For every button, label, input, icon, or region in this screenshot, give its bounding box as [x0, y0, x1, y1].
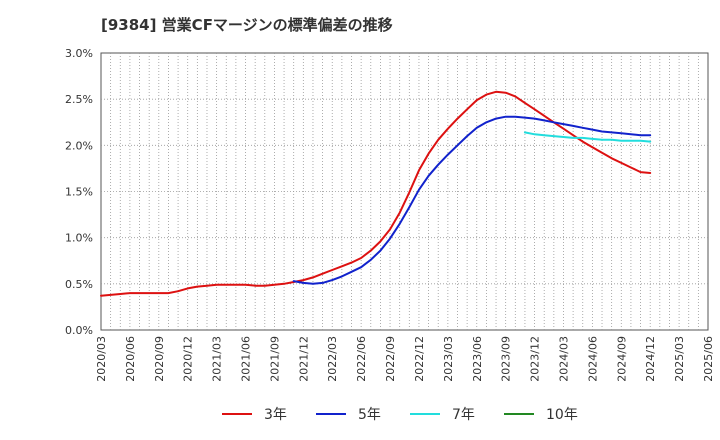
x-tick-label: 2023/12 — [529, 336, 542, 382]
x-tick-label: 2024/06 — [586, 336, 599, 382]
x-tick-label: 2025/06 — [702, 336, 715, 382]
x-tick-label: 2023/06 — [471, 336, 484, 382]
y-tick-label: 2.5% — [65, 93, 93, 106]
x-tick-label: 2020/03 — [95, 336, 108, 382]
x-tick-label: 2020/12 — [182, 336, 195, 382]
x-tick-label: 2021/03 — [211, 336, 224, 382]
x-tick-label: 2022/12 — [413, 336, 426, 382]
y-tick-label: 0.0% — [65, 324, 93, 337]
x-tick-label: 2022/06 — [355, 336, 368, 382]
legend-label: 3年 — [264, 407, 287, 423]
x-tick-label: 2021/06 — [240, 336, 253, 382]
x-tick-label: 2024/03 — [557, 336, 570, 382]
x-tick-label: 2024/09 — [615, 336, 628, 382]
legend-label: 7年 — [452, 407, 475, 423]
x-tick-label: 2020/06 — [124, 336, 137, 382]
x-tick-label: 2023/09 — [500, 336, 513, 382]
x-tick-label: 2024/12 — [644, 336, 657, 382]
y-tick-label: 2.0% — [65, 139, 93, 152]
series-line-3年 — [100, 90, 652, 297]
y-tick-label: 3.0% — [65, 47, 93, 60]
x-tick-label: 2021/09 — [268, 336, 281, 382]
x-tick-label: 2022/09 — [384, 336, 397, 382]
x-tick-label: 2020/09 — [153, 336, 166, 382]
x-tick-label: 2025/03 — [673, 336, 686, 382]
legend-label: 10年 — [546, 407, 578, 423]
y-tick-label: 1.0% — [65, 232, 93, 245]
x-tick-label: 2021/12 — [297, 336, 310, 382]
y-tick-label: 0.5% — [65, 278, 93, 291]
y-tick-label: 1.5% — [65, 186, 93, 199]
series-line-5年 — [292, 115, 652, 285]
chart-title: [9384] 営業CFマージンの標準偏差の推移 — [101, 16, 393, 34]
legend-label: 5年 — [358, 407, 381, 423]
x-tick-label: 2023/03 — [442, 336, 455, 382]
x-tick-label: 2022/03 — [326, 336, 339, 382]
series-line-7年 — [523, 131, 652, 143]
